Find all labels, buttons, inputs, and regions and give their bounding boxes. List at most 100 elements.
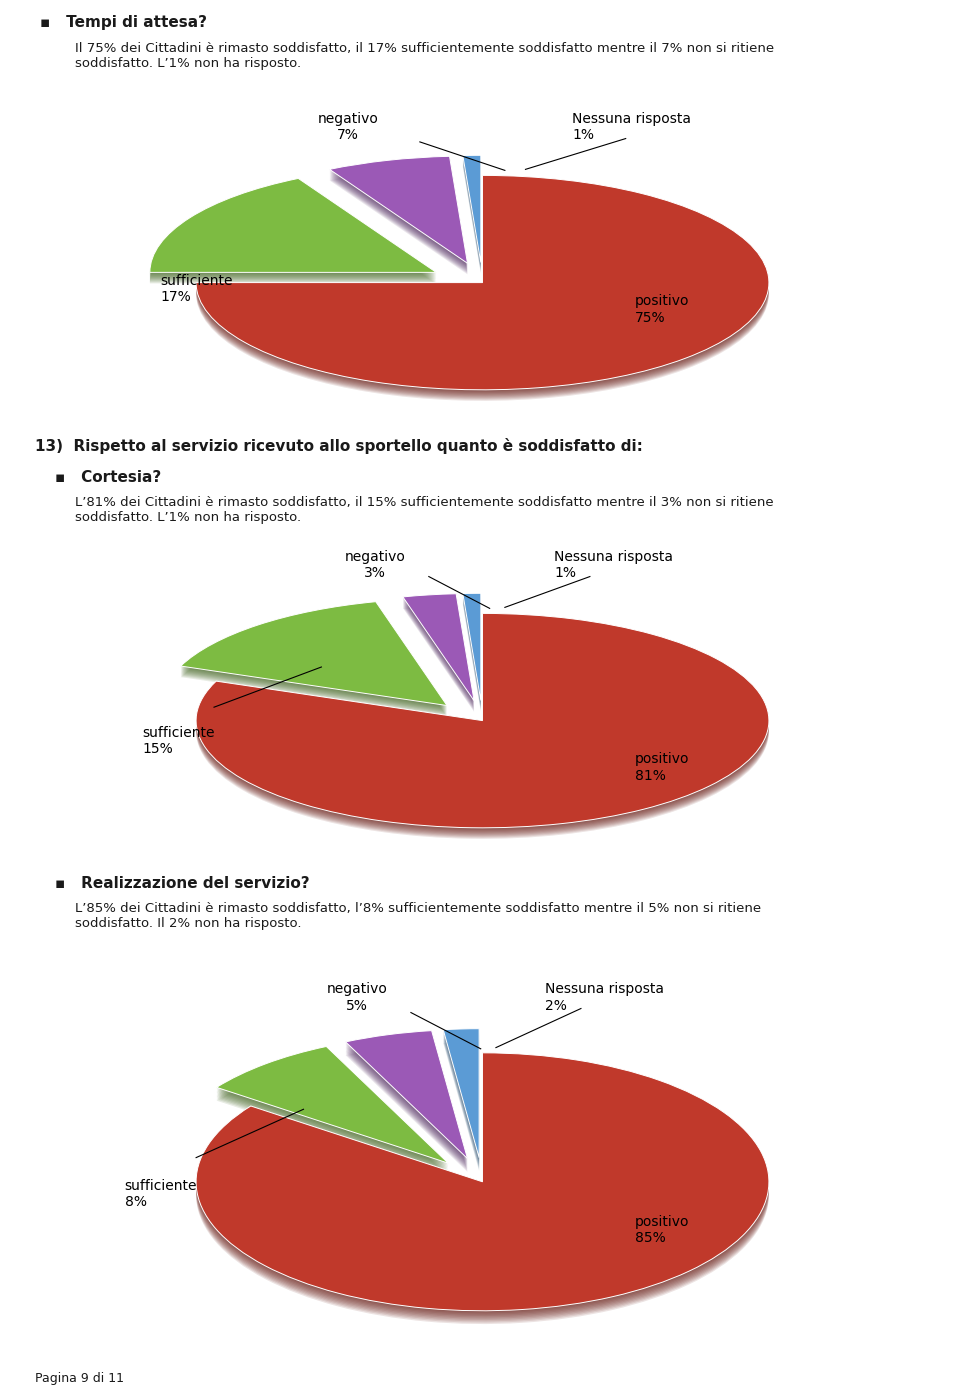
Text: ▪   Cortesia?: ▪ Cortesia? (55, 469, 161, 485)
Wedge shape (463, 155, 481, 262)
Wedge shape (329, 156, 468, 263)
Wedge shape (444, 1028, 479, 1158)
Wedge shape (196, 621, 769, 836)
Wedge shape (196, 184, 769, 398)
Text: Nessuna risposta
1%: Nessuna risposta 1% (554, 550, 673, 579)
Wedge shape (180, 609, 447, 713)
Wedge shape (196, 617, 769, 832)
Wedge shape (217, 1060, 448, 1177)
Wedge shape (196, 1053, 769, 1311)
Wedge shape (196, 1061, 769, 1321)
Wedge shape (196, 1060, 769, 1318)
Wedge shape (329, 159, 468, 266)
Wedge shape (196, 1063, 769, 1322)
Wedge shape (196, 613, 769, 827)
Wedge shape (217, 1053, 448, 1170)
Wedge shape (444, 1039, 479, 1169)
Wedge shape (403, 598, 474, 703)
Wedge shape (463, 595, 481, 702)
Text: positivo
75%: positivo 75% (635, 294, 689, 325)
Text: positivo
85%: positivo 85% (635, 1215, 689, 1245)
Wedge shape (196, 177, 769, 391)
Wedge shape (346, 1041, 468, 1167)
Wedge shape (346, 1038, 468, 1165)
Wedge shape (196, 1064, 769, 1323)
Wedge shape (463, 593, 481, 701)
Wedge shape (196, 1061, 769, 1319)
Wedge shape (444, 1034, 479, 1163)
Wedge shape (444, 1032, 479, 1162)
Wedge shape (346, 1039, 468, 1166)
Wedge shape (150, 189, 436, 283)
Wedge shape (346, 1043, 468, 1172)
Wedge shape (463, 160, 481, 267)
Wedge shape (196, 182, 769, 397)
Wedge shape (180, 602, 447, 705)
Text: negativo
7%: negativo 7% (318, 111, 378, 142)
Wedge shape (196, 176, 769, 390)
Wedge shape (403, 595, 474, 702)
Wedge shape (180, 606, 447, 710)
Wedge shape (180, 613, 447, 716)
Text: ▪   Tempi di attesa?: ▪ Tempi di attesa? (40, 15, 207, 31)
Wedge shape (196, 180, 769, 394)
Wedge shape (150, 188, 436, 283)
Wedge shape (403, 605, 474, 712)
Wedge shape (463, 156, 481, 263)
Wedge shape (180, 609, 447, 712)
Wedge shape (403, 599, 474, 706)
Wedge shape (180, 605, 447, 709)
Wedge shape (346, 1031, 468, 1159)
Wedge shape (463, 600, 481, 708)
Wedge shape (329, 163, 468, 270)
Wedge shape (196, 618, 769, 832)
Wedge shape (196, 624, 769, 839)
Wedge shape (196, 1056, 769, 1314)
Wedge shape (150, 182, 436, 277)
Text: sufficiente
8%: sufficiente 8% (125, 1178, 197, 1209)
Wedge shape (403, 603, 474, 709)
Wedge shape (463, 602, 481, 709)
Wedge shape (150, 180, 436, 273)
Wedge shape (346, 1042, 468, 1169)
Wedge shape (329, 157, 468, 265)
Wedge shape (403, 596, 474, 703)
Wedge shape (329, 164, 468, 272)
Wedge shape (463, 596, 481, 702)
Wedge shape (444, 1031, 479, 1160)
Text: positivo
81%: positivo 81% (635, 752, 689, 783)
Wedge shape (329, 162, 468, 269)
Wedge shape (217, 1059, 448, 1176)
Text: sufficiente
15%: sufficiente 15% (142, 726, 215, 756)
Wedge shape (150, 181, 436, 276)
Text: ▪   Realizzazione del servizio?: ▪ Realizzazione del servizio? (55, 876, 310, 892)
Text: negativo
5%: negativo 5% (326, 982, 388, 1013)
Wedge shape (403, 602, 474, 709)
Text: L’81% dei Cittadini è rimasto soddisfatto, il 15% sufficientemente soddisfatto m: L’81% dei Cittadini è rimasto soddisfatt… (75, 496, 774, 524)
Wedge shape (150, 187, 436, 280)
Wedge shape (463, 596, 481, 703)
Wedge shape (403, 600, 474, 708)
Wedge shape (463, 163, 481, 270)
Wedge shape (329, 167, 468, 274)
Wedge shape (196, 178, 769, 391)
Wedge shape (346, 1042, 468, 1170)
Wedge shape (329, 166, 468, 273)
Text: sufficiente
17%: sufficiente 17% (160, 274, 233, 305)
Wedge shape (403, 598, 474, 705)
Wedge shape (444, 1035, 479, 1165)
Wedge shape (463, 166, 481, 273)
Wedge shape (444, 1036, 479, 1166)
Wedge shape (444, 1038, 479, 1167)
Wedge shape (150, 181, 436, 274)
Wedge shape (463, 157, 481, 265)
Wedge shape (196, 1059, 769, 1316)
Wedge shape (196, 178, 769, 393)
Wedge shape (196, 616, 769, 830)
Wedge shape (463, 605, 481, 712)
Wedge shape (196, 623, 769, 837)
Text: Nessuna risposta
1%: Nessuna risposta 1% (572, 111, 691, 142)
Wedge shape (180, 612, 447, 716)
Wedge shape (217, 1050, 448, 1167)
Wedge shape (217, 1046, 448, 1163)
